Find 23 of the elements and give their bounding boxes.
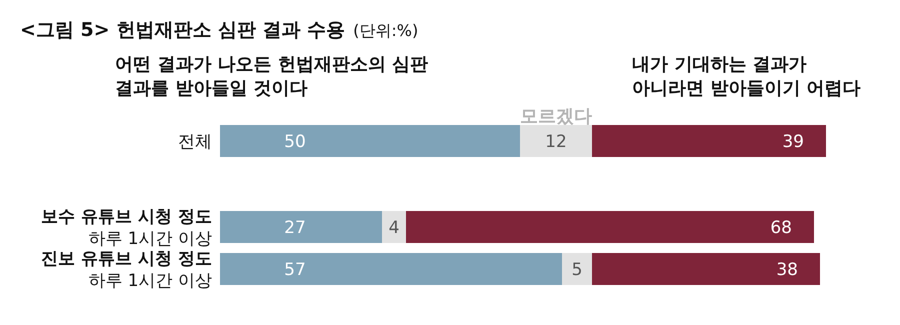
data-label: 68 <box>770 218 792 238</box>
data-label: 5 <box>572 260 582 280</box>
bar <box>562 253 592 285</box>
data-label: 57 <box>284 260 306 280</box>
chart-subtitle: (단위:%) <box>353 21 418 40</box>
data-label: 38 <box>776 260 798 280</box>
y-tick-label: 보수 유튜브 시청 정도 하루 1시간 이상 <box>41 207 212 249</box>
bar <box>220 253 562 285</box>
y-tick-label: 전체 <box>178 132 212 152</box>
data-label: 39 <box>782 132 804 152</box>
y-tick-label: 진보 유튜브 시청 정도 하루 1시간 이상 <box>41 249 212 291</box>
bar <box>220 125 520 157</box>
data-label: 50 <box>284 132 306 152</box>
data-label: 4 <box>388 218 400 238</box>
data-label: 27 <box>284 218 306 238</box>
series-label: 모르겠다 <box>520 106 592 127</box>
bar <box>592 253 820 285</box>
series-label: 내가 기대하는 결과가 아니라면 받아들이기 어렵다 <box>632 54 861 99</box>
series-label: 어떤 결과가 나오든 헌법재판소의 심판 결과를 받아들일 것이다 <box>115 54 428 99</box>
chart-title: <그림 5> 헌법재판소 심판 결과 수용 <box>20 19 346 41</box>
bar <box>520 125 592 157</box>
data-label: 12 <box>545 132 567 152</box>
bar <box>592 125 826 157</box>
